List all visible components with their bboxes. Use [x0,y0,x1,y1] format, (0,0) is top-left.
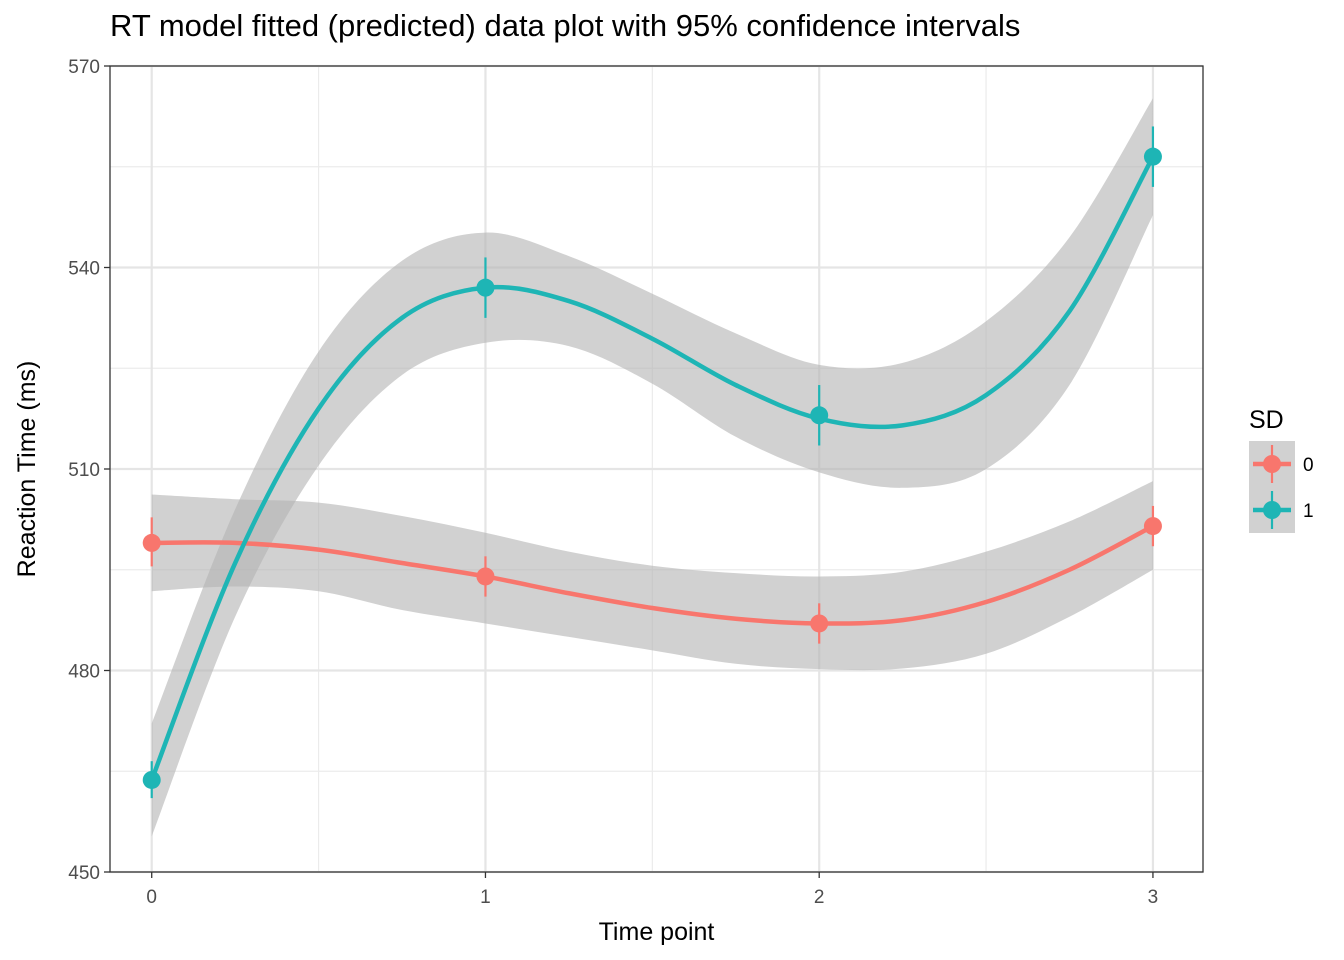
legend-label-sd1: 1 [1303,501,1314,522]
x-axis-title: Time point [599,918,715,946]
ci-ribbon-sd0 [151,481,1153,671]
y-tick-label: 540 [68,259,100,280]
y-axis-title: Reaction Time (ms) [13,361,41,578]
y-tick-label: 510 [68,460,100,481]
data-point-sd0 [142,533,161,552]
legend: SD 0 1 [1249,406,1314,533]
chart-title: RT model fitted (predicted) data plot wi… [110,8,1021,43]
y-tick-label: 570 [68,57,100,78]
data-point-sd0 [810,614,829,633]
x-tick-label: 0 [146,887,157,908]
data-points [142,147,1162,789]
data-point-sd1 [476,278,495,297]
axes: 450 480 510 540 570 0 1 2 3 [68,57,1158,908]
y-tick-label: 450 [68,863,100,884]
data-point-sd0 [476,567,495,586]
x-tick-label: 1 [480,887,491,908]
data-point-sd1 [142,770,161,789]
y-tick-label: 480 [68,662,100,683]
data-point-sd1 [1143,147,1162,166]
x-tick-label: 2 [814,887,825,908]
x-tick-label: 3 [1148,887,1159,908]
ci-ribbon-sd1 [151,98,1153,837]
legend-title: SD [1249,406,1284,434]
legend-label-sd0: 0 [1303,455,1314,476]
fit-line-sd1 [149,154,1156,783]
legend-point-sd1 [1263,501,1281,519]
fit-lines [149,154,1156,783]
legend-point-sd0 [1263,455,1281,473]
data-point-sd0 [1143,517,1162,536]
data-point-sd1 [810,406,829,425]
fit-line-sd0 [149,523,1156,626]
confidence-ribbons [151,98,1153,837]
